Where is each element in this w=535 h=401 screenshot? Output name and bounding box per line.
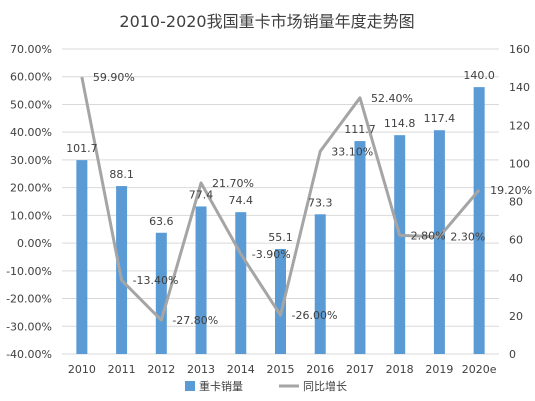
line-value-label: 21.70% [212, 177, 254, 190]
x-tick-label: 2010 [68, 363, 96, 376]
left-tick-label: 50.00% [10, 98, 52, 111]
bar [76, 160, 88, 354]
left-tick-label: -10.00% [6, 265, 52, 278]
line-value-label: 19.20% [490, 184, 532, 197]
bar-data-labels: 101.7 88.1 63.6 77.4 74.4 55.1 73.3 111.7 114.8 1… [66, 69, 495, 244]
right-tick-label: 120 [509, 119, 530, 132]
left-axis-ticks: -40.00% -30.00% -20.00% -10.00% 0.00% 10.00% 2… [6, 43, 52, 361]
right-tick-label: 100 [509, 157, 530, 170]
left-tick-label: -40.00% [6, 348, 52, 361]
x-tick-label: 2020e [462, 363, 497, 376]
bar-series [76, 87, 485, 354]
bar [195, 206, 207, 354]
legend: 重卡销量 同比增长 [185, 379, 347, 393]
line-value-label: -27.80% [172, 314, 218, 327]
left-tick-label: -30.00% [6, 320, 52, 333]
right-tick-label: 80 [509, 196, 523, 209]
bar-value-label: 88.1 [109, 168, 134, 181]
bar [394, 135, 406, 354]
right-tick-label: 40 [509, 272, 523, 285]
bar-value-label: 77.4 [189, 188, 214, 201]
left-tick-label: 40.00% [10, 126, 52, 139]
left-tick-label: 10.00% [10, 209, 52, 222]
left-tick-label: 70.00% [10, 43, 52, 56]
x-tick-label: 2014 [227, 363, 255, 376]
bar [235, 212, 247, 354]
line-value-label: 2.30% [450, 231, 485, 244]
x-tick-label: 2019 [425, 363, 453, 376]
bar [314, 214, 326, 354]
right-tick-label: 160 [509, 43, 530, 56]
line-value-label: -3.90% [252, 248, 291, 261]
bar-value-label: 73.3 [308, 196, 333, 209]
line-value-label: 59.90% [93, 71, 135, 84]
bar-value-label: 140.0 [463, 69, 495, 82]
line-value-label: 52.40% [371, 92, 413, 105]
bar-value-label: 114.8 [384, 117, 416, 130]
bar [354, 141, 366, 354]
right-axis-ticks: 0 20 40 60 80 100 120 140 160 [509, 43, 530, 361]
right-tick-label: 20 [509, 310, 523, 323]
growth-line [80, 76, 481, 322]
left-tick-label: 60.00% [10, 71, 52, 84]
left-tick-label: 20.00% [10, 182, 52, 195]
bar-value-label: 74.4 [229, 194, 254, 207]
right-tick-label: 140 [509, 81, 530, 94]
legend-label-growth: 同比增长 [303, 379, 347, 393]
bar [116, 186, 128, 354]
legend-swatch-sales [185, 381, 195, 391]
left-tick-label: -20.00% [6, 293, 52, 306]
right-tick-label: 0 [509, 348, 516, 361]
legend-label-sales: 重卡销量 [199, 379, 243, 393]
x-tick-label: 2015 [267, 363, 295, 376]
line-data-labels: 59.90% -13.40% -27.80% 21.70% -3.90% -26.00% 3… [93, 71, 532, 327]
bar-value-label: 55.1 [268, 231, 293, 244]
x-tick-label: 2011 [108, 363, 136, 376]
chart-title: 2010-2020我国重卡市场销量年度走势图 [119, 12, 414, 31]
right-tick-label: 60 [509, 234, 523, 247]
x-tick-label: 2017 [346, 363, 374, 376]
bar-value-label: 117.4 [424, 112, 456, 125]
left-tick-label: 30.00% [10, 154, 52, 167]
line-value-label: 2.80% [411, 229, 446, 242]
line-value-label: -26.00% [292, 309, 338, 322]
x-tick-label: 2013 [187, 363, 215, 376]
x-tick-label: 2018 [386, 363, 414, 376]
x-tick-label: 2012 [147, 363, 175, 376]
bar [275, 248, 286, 354]
line-value-label: -13.40% [133, 274, 179, 287]
x-tick-label: 2016 [306, 363, 334, 376]
bar [433, 130, 445, 354]
line-value-label: 33.10% [331, 145, 373, 158]
bar [473, 87, 485, 354]
bar [155, 232, 167, 354]
gridlines [62, 48, 499, 355]
bar-value-label: 101.7 [66, 142, 98, 155]
x-axis-ticks: 2010 2011 2012 2013 2014 2015 2016 2017 2018 2019… [68, 363, 497, 376]
left-tick-label: 0.00% [17, 237, 52, 250]
line-series [80, 76, 481, 322]
bar-value-label: 111.7 [344, 123, 376, 136]
bar-value-label: 63.6 [149, 215, 174, 228]
